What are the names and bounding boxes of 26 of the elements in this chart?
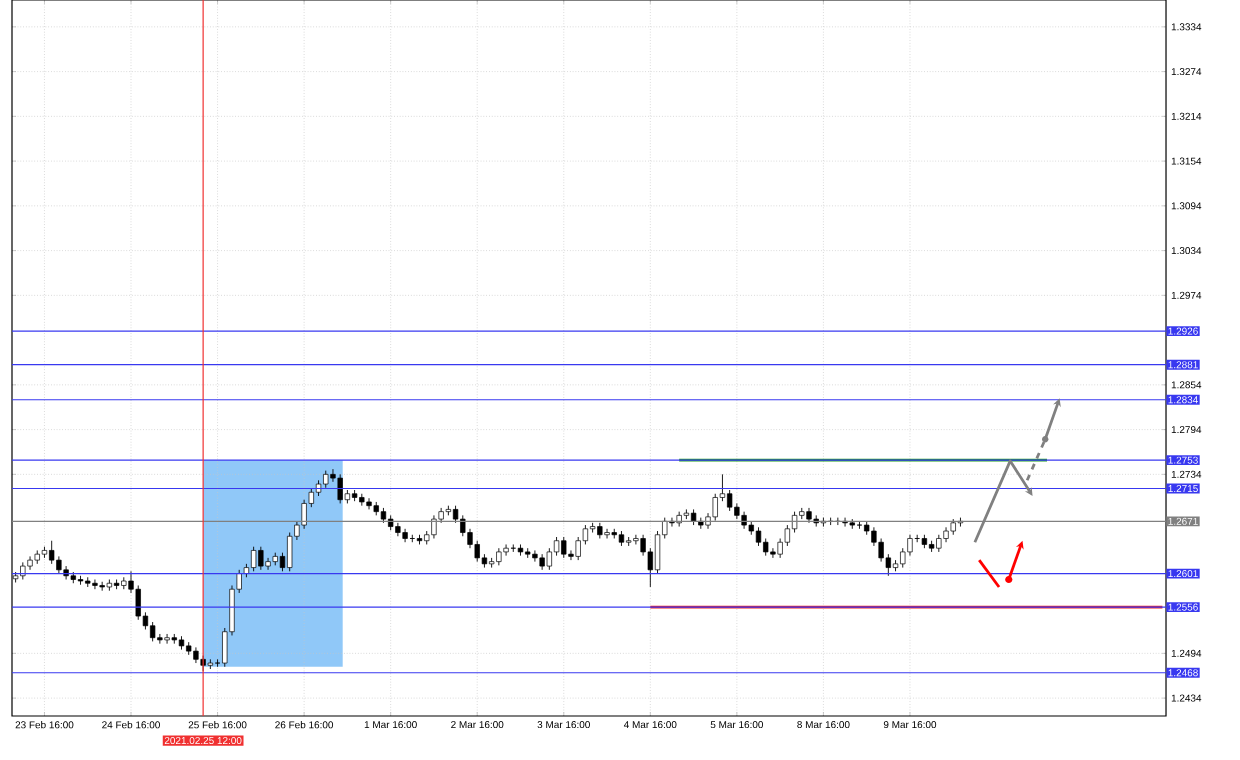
candlestick: [633, 534, 639, 545]
candlestick: [250, 546, 257, 572]
candlestick: [726, 489, 733, 512]
candlestick: [604, 528, 610, 539]
candlestick: [402, 528, 408, 543]
candlestick: [755, 526, 762, 547]
candlestick: [27, 555, 33, 571]
candlestick: [712, 493, 718, 522]
candlestick: [532, 549, 538, 563]
candlestick: [770, 547, 776, 559]
candlestick: [265, 557, 271, 571]
candlestick: [503, 544, 509, 557]
candlestick: [337, 473, 343, 504]
candlestick: [258, 546, 264, 571]
candlestick: [49, 540, 55, 565]
candlestick: [654, 530, 661, 574]
candlestick: [157, 633, 163, 645]
candlestick: [907, 534, 913, 557]
candlestick: [149, 621, 156, 642]
candlestick: [395, 522, 401, 537]
candlestick: [546, 547, 552, 571]
candlestick: [366, 497, 372, 510]
candlestick: [575, 536, 581, 561]
candlestick: [943, 526, 949, 543]
candlestick: [561, 536, 567, 559]
candlestick: [164, 633, 170, 645]
